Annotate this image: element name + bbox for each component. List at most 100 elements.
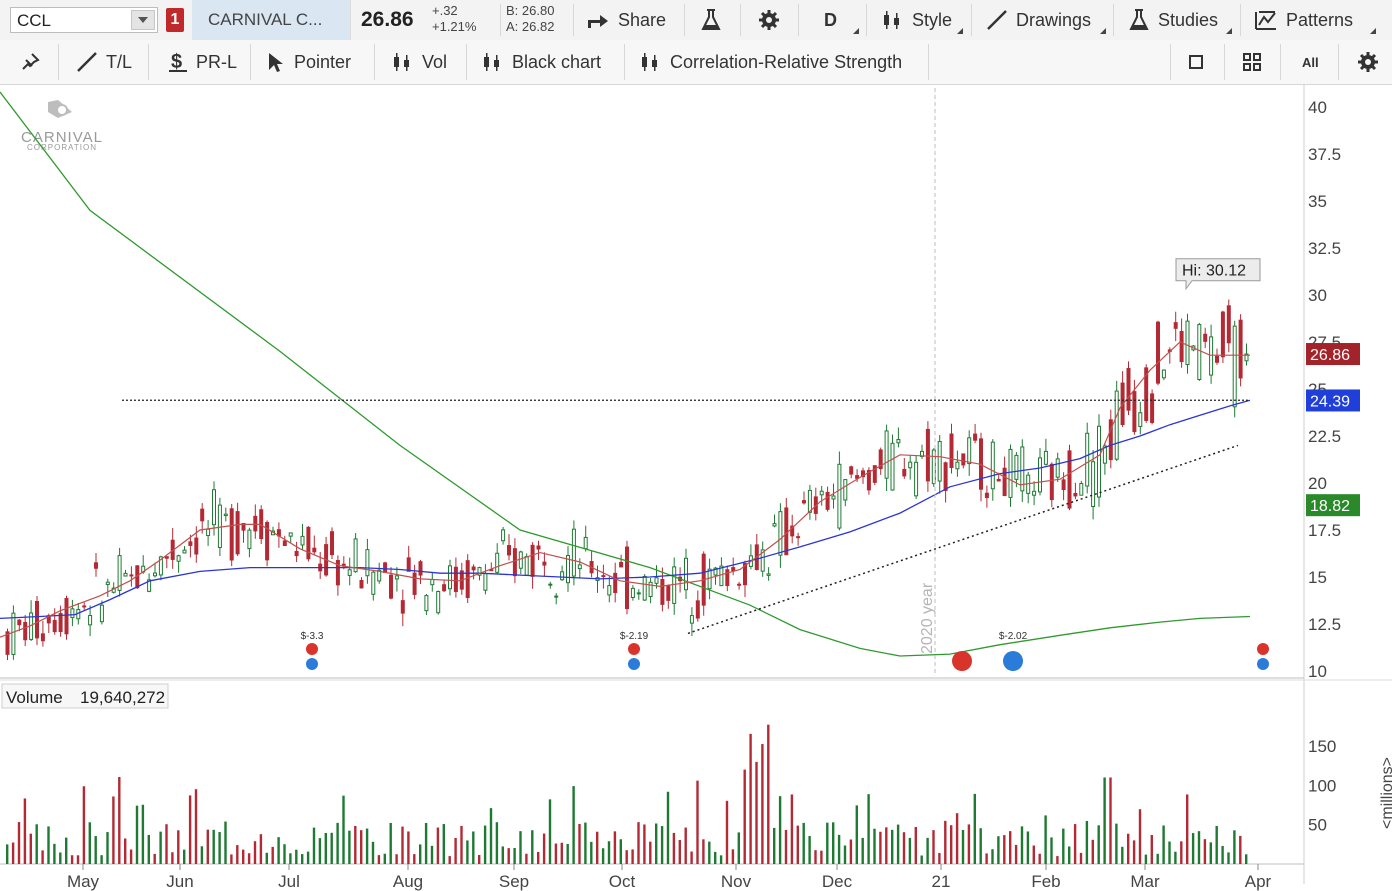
candle-body — [182, 549, 187, 554]
candle-body — [471, 566, 476, 571]
percent-change: +1.21% — [432, 19, 477, 34]
candle — [589, 551, 594, 578]
chart-settings-button[interactable] — [1356, 40, 1380, 84]
candle — [1108, 409, 1113, 469]
ask-value: A: 26.82 — [506, 19, 555, 34]
share-icon — [588, 15, 608, 28]
candle — [1173, 311, 1178, 342]
gear-icon — [1358, 52, 1378, 72]
volume-bar — [495, 822, 499, 864]
phone-icon — [952, 651, 972, 671]
candle-body — [1179, 330, 1184, 363]
volume-bar — [1044, 815, 1047, 864]
flask-button[interactable] — [700, 0, 722, 40]
candle — [153, 562, 157, 578]
black-chart-toggle[interactable]: Black chart — [482, 40, 601, 84]
candle — [914, 455, 919, 500]
candle-body — [1073, 492, 1078, 497]
candles-icon — [642, 53, 657, 71]
candle-body — [973, 433, 978, 441]
drawing-toolbar — [0, 40, 1392, 85]
candle — [1215, 348, 1219, 365]
net-change: +.32 — [432, 3, 458, 18]
earnings-label: $-2.02 — [999, 631, 1028, 642]
volume-bar — [1085, 820, 1089, 864]
candle-body — [512, 548, 517, 577]
drawings-button[interactable]: Drawings — [986, 0, 1091, 40]
pointer-tool[interactable]: Pointer — [266, 40, 351, 84]
candle — [495, 543, 500, 574]
earnings-label: $-3.3 — [301, 631, 324, 642]
candle — [365, 538, 370, 584]
style-button[interactable]: Style — [882, 0, 952, 40]
candle — [831, 483, 836, 509]
studies-button[interactable]: Studies — [1128, 0, 1218, 40]
logo-text: CARNIVAL — [21, 129, 103, 146]
all-button[interactable]: All — [1302, 54, 1319, 70]
price-tick-label: 20 — [1308, 474, 1327, 493]
candle-body — [1185, 320, 1190, 366]
candle-body — [288, 532, 293, 537]
volume-bar — [542, 833, 546, 864]
candle-body — [1108, 419, 1113, 461]
candle-body — [300, 535, 305, 546]
trendline-tool[interactable]: T/L — [76, 40, 132, 84]
candle — [288, 532, 293, 544]
candle-body — [241, 522, 246, 531]
share-button[interactable]: Share — [586, 0, 666, 40]
candle-body — [1209, 336, 1214, 376]
candle-body — [70, 608, 75, 619]
volume-toggle[interactable]: Vol — [392, 40, 447, 84]
company-name-cell[interactable]: CARNIVAL C... — [192, 0, 350, 40]
volume-bar — [301, 854, 304, 864]
volume-bar — [153, 853, 156, 864]
volume-bar — [200, 846, 204, 864]
candle — [1055, 452, 1060, 482]
candle — [1197, 322, 1202, 381]
volume-value: 19,640,272 — [80, 688, 165, 707]
candle-body — [1097, 425, 1101, 498]
line-tool-icon — [987, 10, 1007, 30]
settings-button[interactable] — [757, 0, 781, 40]
candle — [82, 602, 87, 610]
volume-bar — [135, 805, 139, 864]
x-tick-label: Dec — [822, 872, 853, 891]
symbol-dropdown-button[interactable] — [131, 10, 155, 30]
volume-bar — [590, 841, 593, 864]
correlation-study-toggle[interactable]: Correlation-Relative Strength — [640, 40, 902, 84]
volume-bar — [849, 839, 853, 864]
patterns-button[interactable]: Patterns — [1254, 0, 1353, 40]
pin-button[interactable] — [20, 40, 40, 84]
candle — [884, 424, 889, 492]
candle — [743, 560, 747, 598]
candle-body — [713, 567, 718, 576]
carnival-logo: CARNIVAL CORPORATION — [21, 100, 103, 152]
candle — [353, 533, 358, 573]
single-layout-button[interactable] — [1188, 40, 1204, 84]
candle-body — [265, 521, 270, 561]
phone-icon — [306, 643, 318, 655]
candle-body — [235, 511, 240, 555]
candle — [406, 545, 411, 572]
period-button[interactable]: D — [824, 9, 837, 30]
symbol-input[interactable]: CCL — [10, 7, 158, 33]
candle — [1203, 327, 1208, 349]
x-tick-label: Jun — [166, 872, 193, 891]
candle — [64, 595, 69, 640]
trendline-icon — [77, 52, 97, 72]
candle-body — [1049, 463, 1054, 501]
volume-bar — [672, 832, 676, 864]
link-group-badge[interactable]: 1 — [166, 8, 184, 32]
price-level-tool[interactable]: $ PR-L — [168, 40, 237, 84]
volume-bar — [749, 733, 752, 864]
sma200-line — [0, 91, 1251, 657]
candle-body — [766, 573, 771, 576]
volume-bar — [837, 834, 841, 864]
volume-bar — [1079, 852, 1083, 864]
grid-layout-button[interactable] — [1242, 40, 1262, 84]
bulb-icon — [306, 658, 318, 670]
volume-bar — [29, 833, 32, 864]
candle — [306, 526, 311, 562]
candle-body — [1156, 321, 1160, 384]
price-chart[interactable]: CARNIVAL CORPORATION 2020 year Hi: 30.12 $… — [0, 84, 1392, 891]
